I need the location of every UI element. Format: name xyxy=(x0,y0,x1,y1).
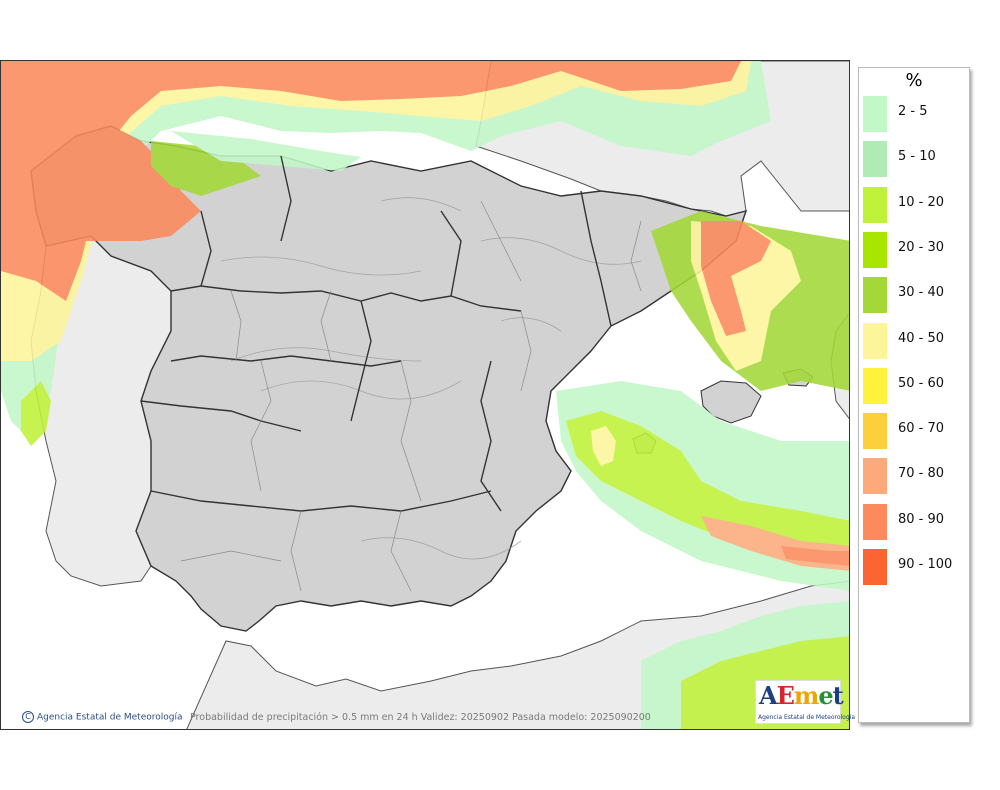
legend-panel: % 2 - 5 5 - 10 10 - 20 20 - 30 30 - 40 40 - 5… xyxy=(858,67,970,723)
legend-item: 2 - 5 xyxy=(863,92,967,136)
legend-item: 40 - 50 xyxy=(863,319,967,363)
agency-credit: C Agencia Estatal de Meteorología xyxy=(22,711,183,723)
area-north-coast-light xyxy=(171,131,361,171)
area-balearic-sea-green xyxy=(566,411,849,571)
area-catalonia-high xyxy=(701,221,771,336)
spain-land xyxy=(30,125,748,632)
legend-item: 80 - 90 xyxy=(863,500,967,544)
regional-boundaries xyxy=(140,155,612,512)
legend-item: 70 - 80 xyxy=(863,454,967,498)
legend-item: 60 - 70 xyxy=(863,409,967,453)
legend-label: 20 - 30 xyxy=(898,239,945,255)
legend-swatch xyxy=(863,277,887,314)
logo-letter-e: E xyxy=(776,681,795,710)
logo-letter-e2: e xyxy=(818,681,833,710)
legend-swatch xyxy=(863,549,887,585)
legend-item: 50 - 60 xyxy=(863,364,967,408)
legend-swatch xyxy=(863,322,887,359)
legend-swatch xyxy=(863,231,887,268)
aemet-logo-subtitle: Agencia Estatal de Meteorología xyxy=(758,714,855,721)
area-north-atlantic-high xyxy=(1,61,741,301)
relief-texture xyxy=(220,197,642,560)
legend-label: 40 - 50 xyxy=(898,330,945,346)
legend-item: 30 - 40 xyxy=(863,273,967,317)
area-alboran-high xyxy=(781,546,849,566)
logo-letter-m: m xyxy=(793,681,819,710)
legend-label: 70 - 80 xyxy=(898,466,945,482)
province-boundaries xyxy=(180,200,642,592)
legend-swatch xyxy=(863,413,887,450)
logo-letter-t: t xyxy=(832,681,844,710)
area-valencia-yellow xyxy=(591,426,616,466)
legend-label: 90 - 100 xyxy=(898,557,953,572)
legend-item: 90 - 100 xyxy=(863,545,967,589)
legend-label: 10 - 20 xyxy=(898,194,945,210)
legend-item: 10 - 20 xyxy=(863,183,967,227)
mallorca xyxy=(700,380,762,424)
map-canvas xyxy=(1,61,849,729)
probability-map xyxy=(0,60,850,730)
legend-label: 5 - 10 xyxy=(898,149,936,165)
legend-item: 5 - 10 xyxy=(863,137,967,181)
area-portugal-coast xyxy=(21,381,51,446)
legend-swatch xyxy=(863,96,887,132)
legend-swatch xyxy=(863,503,887,540)
area-galicia-inland xyxy=(31,126,201,241)
aemet-logo: AEmet Agencia Estatal de Meteorología xyxy=(755,680,855,724)
legend-unit: % xyxy=(905,70,923,91)
legend-label: 30 - 40 xyxy=(898,285,945,301)
legend-label: 80 - 90 xyxy=(898,511,945,527)
area-cantabrian-green xyxy=(151,141,261,196)
legend-swatch xyxy=(863,458,887,495)
legend-label: 60 - 70 xyxy=(898,421,945,437)
legend-item: 20 - 30 xyxy=(863,228,967,272)
legend-swatch xyxy=(863,141,887,178)
legend-swatch xyxy=(863,367,887,404)
aemet-logo-word: AEmet xyxy=(759,681,844,710)
legend-label: 50 - 60 xyxy=(898,375,945,391)
copyright-icon: C xyxy=(22,711,34,723)
logo-letter-a: A xyxy=(759,681,778,710)
legend-swatch xyxy=(863,186,887,223)
legend-label: 2 - 5 xyxy=(898,104,928,119)
map-caption: Probabilidad de precipitación > 0.5 mm e… xyxy=(190,712,651,723)
agency-credit-text: Agencia Estatal de Meteorología xyxy=(37,712,183,723)
